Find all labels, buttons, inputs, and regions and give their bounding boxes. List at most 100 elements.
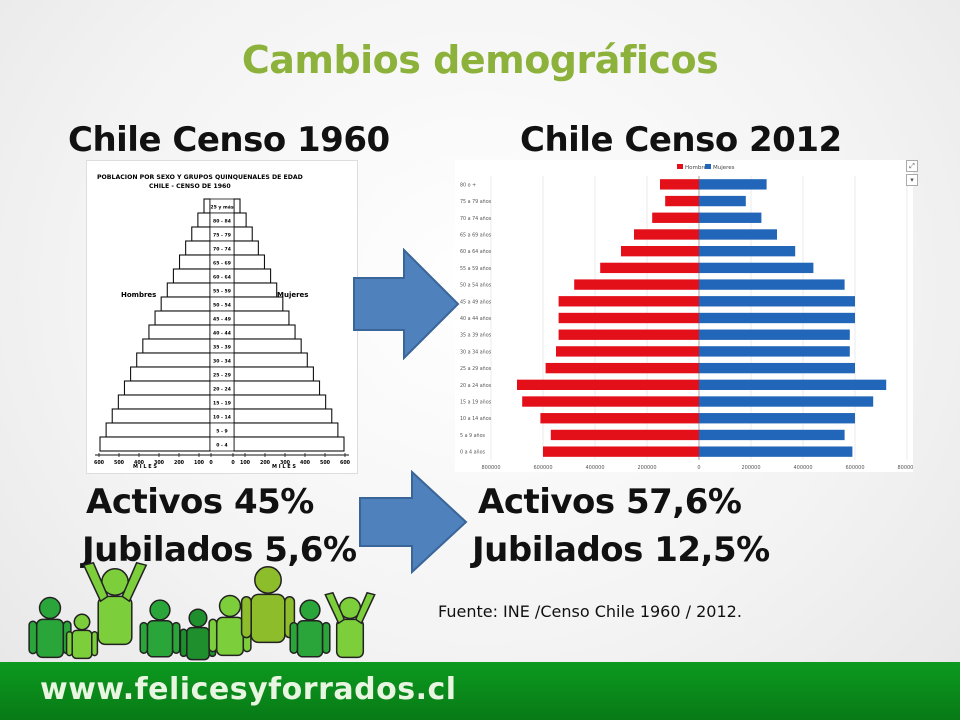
chart-resize-icon[interactable]: ⤢ <box>906 160 918 172</box>
pyramid-2012-age-label: 35 a 39 años <box>460 333 492 339</box>
pyramid-2012-bar-mujeres <box>699 296 855 307</box>
pyramid-1960-x-tick-label: 500 <box>320 460 331 466</box>
pyramid-1960-x-tick-label: 400 <box>134 460 145 466</box>
pyramid-2012-bar-hombres <box>634 229 699 240</box>
jubilados-1960: Jubilados 5,6% <box>82 530 357 570</box>
pyramid-1960-bar-women <box>233 380 321 396</box>
people-group-illustration <box>28 561 376 661</box>
pyramid-1960-subheading: CHILE - CENSO DE 1960 <box>149 183 231 190</box>
person-head-icon <box>299 599 321 621</box>
pyramid-2012-bar-hombres <box>558 312 699 324</box>
pyramid-1960-age-label: 60 - 64 <box>213 275 231 281</box>
pyramid-2012-bar-mujeres <box>699 245 796 257</box>
person-arm-icon <box>121 561 148 603</box>
person-arm-icon <box>171 621 181 654</box>
pyramid-2012-x-tick-label: 800000 <box>897 465 913 471</box>
pyramid-2012-bars: 800000 600000 400000 200000 0 200000 400000 600… <box>460 176 917 471</box>
person-body-icon <box>296 620 324 658</box>
pyramid-1960-svg: POBLACION POR SEXO Y GRUPOS QUINQUENALES… <box>94 174 351 470</box>
pyramid-1960-bar-men <box>142 338 211 354</box>
person-arm-icon <box>324 591 346 625</box>
pyramid-2012-bar-mujeres <box>699 346 850 357</box>
person-body-icon <box>146 620 174 658</box>
pyramid-2012-bar-hombres <box>621 245 699 257</box>
pyramid-2012-bar-hombres <box>558 329 699 340</box>
person-body-icon <box>215 616 245 657</box>
pyramid-2012-bar-mujeres <box>699 212 762 223</box>
pyramid-2012-bar-hombres <box>660 179 699 190</box>
pyramid-2012-age-label: 25 a 29 años <box>460 366 492 372</box>
page-title: Cambios demográficos <box>241 38 719 82</box>
pyramid-1960-x-tick-label: 100 <box>194 460 205 466</box>
pyramid-1960: POBLACION POR SEXO Y GRUPOS QUINQUENALES… <box>86 160 358 474</box>
pyramid-2012-age-label: 60 a 64 años <box>460 249 492 255</box>
pyramid-1960-bar-men <box>99 436 211 452</box>
pyramid-2012-x-tick-label: 600000 <box>533 465 552 471</box>
pyramid-1960-bars: 25 y más 80 - 84 75 - 79 70 - 74 65 - 69 60 -… <box>94 198 351 466</box>
pyramid-2012-bar-hombres <box>550 429 699 441</box>
person-body-icon <box>335 618 365 659</box>
pyramid-1960-men-label: Hombres <box>121 291 156 299</box>
pyramid-2012-x-tick-label: 600000 <box>845 465 864 471</box>
pyramid-1960-bar-men <box>172 268 211 284</box>
pyramid-1960-bar-men <box>160 296 211 312</box>
activos-2012: Activos 57,6% <box>478 482 742 522</box>
person-head-icon <box>218 594 242 618</box>
person-arm-icon <box>179 628 188 658</box>
footer-url-link[interactable]: www.felicesyforrados.cl <box>40 672 457 707</box>
person-arm-icon <box>354 591 376 625</box>
footer-bar <box>0 662 960 720</box>
pyramid-1960-x-tick-label: 300 <box>280 460 291 466</box>
person-body-icon <box>71 629 93 660</box>
pyramid-1960-bar-men <box>123 380 211 396</box>
pyramid-1960-bar-women <box>233 422 339 438</box>
pyramid-2012-age-label: 65 a 69 años <box>460 232 492 238</box>
legend-label-hombres: Hombres <box>685 165 710 171</box>
pyramid-2012-age-label: 0 a 4 años <box>460 450 486 456</box>
person-arm-icon <box>91 631 99 657</box>
chart-filter-icon[interactable]: ▾ <box>906 174 918 186</box>
pyramid-2012-bar-mujeres <box>699 329 850 340</box>
pyramid-2012-x-tick-label: 400000 <box>793 465 812 471</box>
pyramid-1960-bar-women <box>233 226 253 242</box>
pyramid-1960-x-tick-label: 600 <box>340 460 351 466</box>
pyramid-2012-age-label: 40 a 44 años <box>460 316 492 322</box>
pyramid-1960-bar-women <box>233 394 327 410</box>
pyramid-2012-x-tick-label: 0 <box>697 465 700 471</box>
pyramid-1960-age-label: 75 - 79 <box>213 233 231 239</box>
pyramid-1960-bar-men <box>178 254 211 270</box>
census-2012-heading: Chile Censo 2012 <box>520 120 842 160</box>
pyramid-1960-x-tick-label: 500 <box>114 460 125 466</box>
pyramid-2012-bar-hombres <box>517 379 699 391</box>
pyramid-1960-age-cell <box>209 436 235 452</box>
pyramid-2012-bar-mujeres <box>699 279 845 290</box>
person-arm-icon <box>321 621 331 654</box>
pyramid-1960-women-label: Mujeres <box>277 291 308 299</box>
pyramid-1960-x-tick-label: 200 <box>174 460 185 466</box>
pyramid-2012-age-label: 75 a 79 años <box>460 199 492 205</box>
pyramid-1960-bar-women <box>233 338 302 354</box>
pyramid-2012-svg: Hombres Mujeres 800000 600000 400000 200000… <box>460 164 917 471</box>
pyramid-2012-bar-mujeres <box>699 429 845 441</box>
pyramid-1960-heading: POBLACION POR SEXO Y GRUPOS QUINQUENALES… <box>97 174 303 181</box>
pyramid-2012-bar-hombres <box>556 346 699 357</box>
pyramid-2012-age-label: 50 a 54 años <box>460 283 492 289</box>
person-arm-icon <box>240 596 252 639</box>
pyramid-1960-age-label: 15 - 19 <box>213 401 231 407</box>
pyramid-2012-x-tick-label: 200000 <box>637 465 656 471</box>
pyramid-1960-x-tick-label: 100 <box>240 460 251 466</box>
pyramid-2012-bar-mujeres <box>699 195 746 207</box>
pyramid-1960-bar-women <box>233 310 290 326</box>
pyramid-1960-bar-women <box>233 436 345 452</box>
person-arm-icon <box>208 618 218 653</box>
pyramid-1960-x-tick-label: 600 <box>94 460 105 466</box>
pyramid-1960-x-tick-label: 300 <box>154 460 165 466</box>
pyramid-2012-age-label: 55 a 59 años <box>460 266 492 272</box>
pyramid-1960-bar-men <box>154 310 211 326</box>
pyramid-1960-age-label: 80 - 84 <box>213 219 231 225</box>
person-head-icon <box>38 596 62 620</box>
pyramid-2012-bar-mujeres <box>699 312 855 324</box>
pyramid-1960-x-tick-label: 0 <box>231 460 235 466</box>
arrow-1960-to-2012-icon <box>353 248 460 360</box>
pyramid-1960-age-label: 5 - 9 <box>216 429 228 435</box>
